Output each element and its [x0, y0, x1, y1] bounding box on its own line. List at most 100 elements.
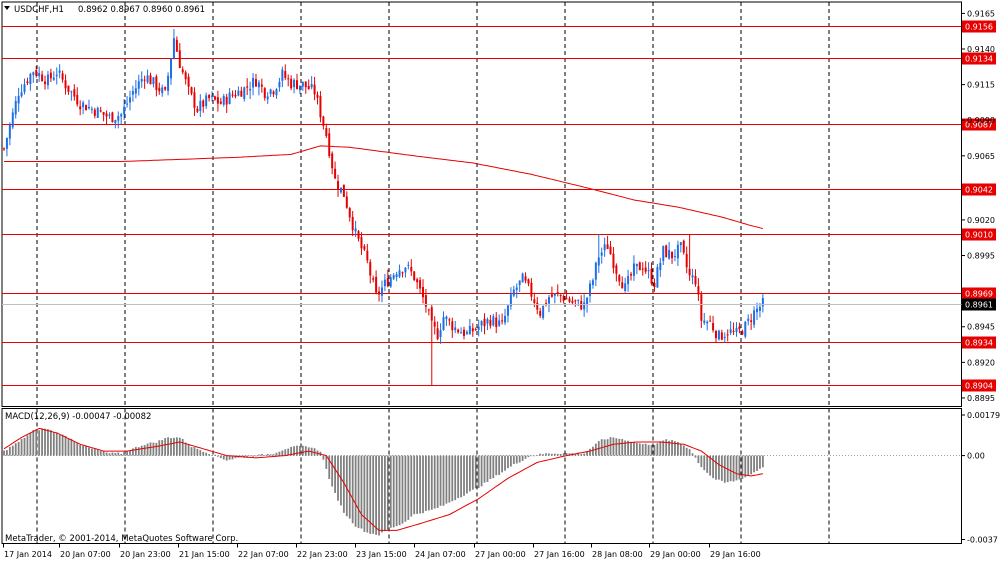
- candle-body: [477, 326, 480, 330]
- candle-body: [351, 217, 354, 231]
- macd-bar: [539, 453, 542, 456]
- macd-bar: [395, 455, 398, 527]
- candle-body: [128, 97, 131, 103]
- macd-bar: [126, 451, 128, 456]
- candle-body: [298, 85, 301, 91]
- candle-body: [383, 279, 386, 287]
- candle-body: [395, 274, 398, 278]
- candle-body: [635, 263, 638, 267]
- macd-bar: [624, 440, 627, 456]
- macd-bar: [492, 455, 495, 479]
- macd-bar: [175, 437, 178, 456]
- candle-body: [410, 266, 413, 272]
- candle-body: [559, 295, 562, 297]
- price-tick-label: 0.9115: [967, 81, 995, 90]
- candle-body: [85, 105, 88, 111]
- candle-body: [278, 81, 281, 88]
- candle-body: [594, 262, 597, 280]
- candle-body: [73, 89, 76, 97]
- macd-bar: [744, 455, 747, 478]
- candle-body: [111, 112, 114, 123]
- macd-bar: [29, 432, 32, 456]
- candle-body: [703, 320, 706, 323]
- candle-body: [465, 331, 468, 334]
- candle-body: [688, 268, 691, 276]
- candle-body: [761, 297, 764, 307]
- candle-body: [199, 100, 202, 112]
- macd-bar: [688, 449, 691, 456]
- macd-bar: [463, 455, 465, 496]
- candle-body: [20, 92, 23, 97]
- candle-body: [123, 106, 126, 115]
- candle-body: [527, 279, 530, 284]
- candle-body: [105, 113, 108, 117]
- candle-body: [597, 257, 600, 266]
- macd-bar: [331, 455, 334, 487]
- candle-body: [521, 273, 524, 283]
- price-tick-label: 0.9065: [967, 152, 995, 161]
- candle-body: [161, 87, 164, 94]
- candle-body: [726, 334, 729, 336]
- macd-bar: [618, 438, 621, 456]
- macd-bar: [436, 455, 439, 509]
- candle-body: [460, 332, 463, 334]
- candle-body: [451, 321, 454, 331]
- macd-bar: [609, 437, 612, 456]
- candle-body: [29, 74, 32, 85]
- macd-bar: [589, 448, 591, 456]
- macd-bar: [6, 450, 8, 456]
- macd-bar: [521, 455, 524, 461]
- candle-body: [67, 85, 70, 92]
- candle-body: [747, 318, 750, 321]
- macd-bar: [709, 455, 712, 476]
- macd-bar: [706, 455, 709, 473]
- candle-body: [290, 78, 293, 89]
- macd-bar: [334, 455, 336, 493]
- macd-bar: [173, 437, 175, 456]
- macd-bar: [524, 455, 527, 459]
- candle-body: [656, 267, 659, 288]
- candle-body: [17, 95, 20, 104]
- macd-bar: [337, 455, 339, 501]
- candle-body: [483, 318, 486, 327]
- candle-body: [61, 73, 64, 80]
- candle-body: [457, 329, 460, 333]
- candle-body: [518, 280, 521, 286]
- macd-axis: 0.00179 0.00 -0.0037: [961, 411, 1000, 545]
- horizontal-levels[interactable]: 0.9156 0.9134 0.9087 0.9042 0.9010 0.8969 0.89…: [2, 20, 996, 392]
- macd-bar: [410, 455, 413, 517]
- candle-body: [389, 277, 392, 287]
- macd-bar: [375, 455, 378, 535]
- macd-bar: [498, 455, 501, 476]
- candle-body: [331, 153, 334, 169]
- macd-bar: [427, 455, 430, 511]
- macd-bar: [8, 446, 11, 456]
- candle-body: [149, 75, 152, 85]
- macd-bar: [586, 451, 588, 456]
- candle-body: [231, 94, 234, 96]
- macd-bar: [26, 435, 29, 456]
- macd-bar: [656, 443, 659, 456]
- candle-body: [556, 292, 559, 294]
- candle-body: [495, 317, 498, 328]
- macd-bar: [181, 438, 184, 456]
- macd-bar: [545, 453, 547, 456]
- candle-body: [307, 85, 310, 90]
- candle-body: [753, 310, 756, 325]
- macd-bar: [281, 450, 284, 456]
- candle-body: [407, 264, 410, 266]
- triangle-down-icon[interactable]: [4, 6, 10, 10]
- candle-body: [574, 300, 577, 302]
- macd-bar: [140, 445, 143, 456]
- price-tick-label: 0.9140: [967, 45, 995, 54]
- macd-bar: [477, 455, 480, 489]
- candle-body: [152, 77, 155, 85]
- macd-bar: [269, 454, 272, 456]
- macd-bar: [756, 455, 758, 471]
- candle-body: [568, 298, 571, 302]
- macd-bar: [61, 434, 64, 456]
- candle-body: [714, 331, 717, 339]
- macd-bar: [52, 432, 55, 456]
- macd-bar: [580, 453, 583, 456]
